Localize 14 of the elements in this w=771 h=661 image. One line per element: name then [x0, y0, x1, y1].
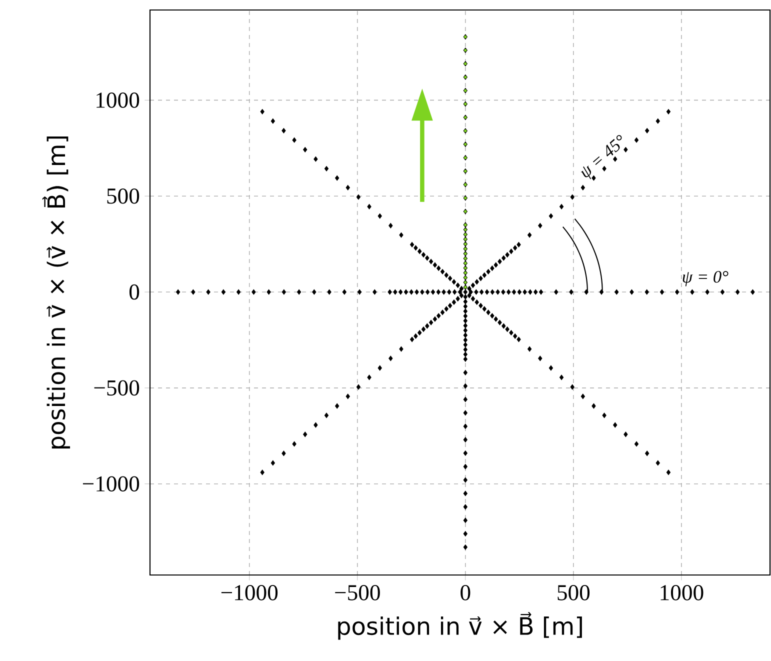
annotation: ψ = 0°	[682, 270, 728, 286]
x-tick-label: 0	[460, 585, 470, 600]
y-tick-label: −1000	[82, 476, 140, 492]
y-tick-label: 500	[107, 188, 140, 204]
x-tick-label: 500	[558, 585, 590, 600]
y-tick-label: 1000	[96, 92, 140, 108]
y-tick-label: −500	[94, 380, 140, 396]
y-tick-label: 0	[129, 284, 140, 300]
x-tick-label: 1000	[660, 585, 704, 600]
x-tick-label: −1000	[221, 585, 278, 600]
annotation: ψ = 45°	[581, 135, 622, 180]
x-tick-label: −500	[335, 585, 380, 600]
x-axis-title: position in v⃗ × B⃗ [m]	[338, 612, 582, 640]
y-axis-title: position in v⃗ × (v⃗ × B⃗) [m]	[42, 136, 70, 448]
